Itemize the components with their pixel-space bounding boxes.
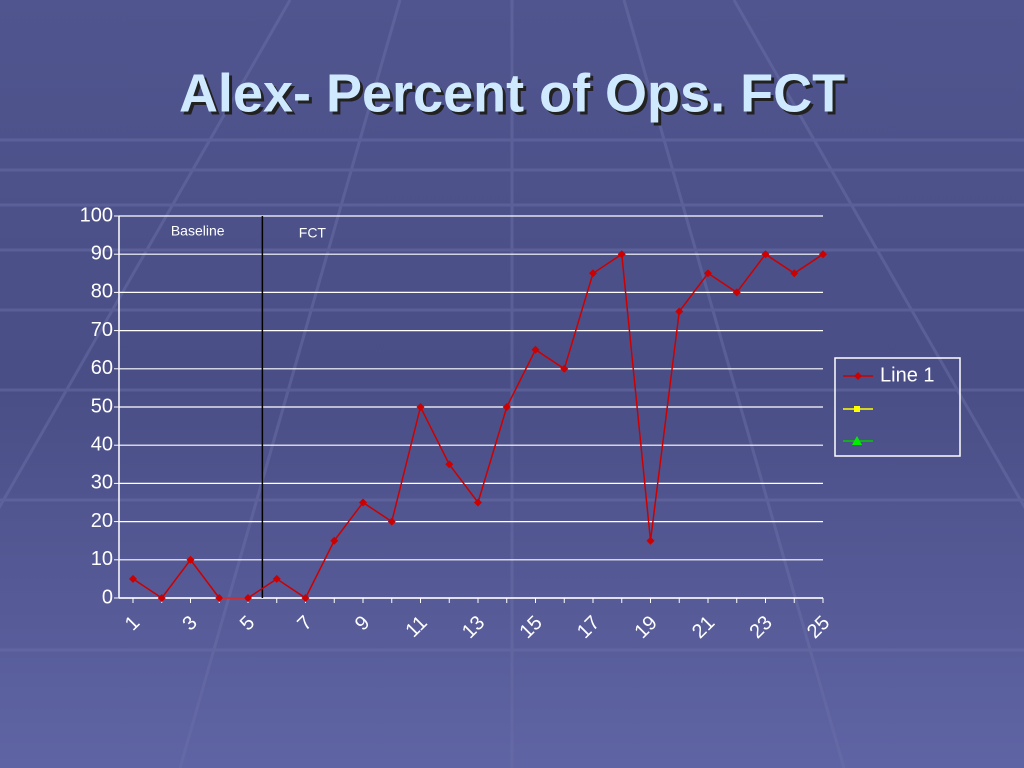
data-point xyxy=(301,594,310,602)
data-point xyxy=(732,288,741,297)
y-tick-label: 80 xyxy=(91,281,113,303)
y-tick-label: 30 xyxy=(91,472,113,494)
y-tick-label: 50 xyxy=(91,395,113,417)
data-point xyxy=(589,269,597,278)
data-point xyxy=(272,574,281,583)
data-point xyxy=(761,250,770,259)
data-point xyxy=(675,307,684,316)
data-point xyxy=(416,403,425,411)
data-point xyxy=(617,250,626,259)
data-point xyxy=(560,364,569,373)
annotation: FCT xyxy=(299,225,327,241)
y-tick-label: 10 xyxy=(91,548,113,570)
legend-label: Line 1 xyxy=(880,364,935,386)
legend-marker xyxy=(854,406,860,412)
data-point xyxy=(704,269,712,278)
y-tick-label: 40 xyxy=(91,433,113,455)
data-point xyxy=(790,269,799,278)
annotation: Baseline xyxy=(171,223,225,239)
y-tick-label: 20 xyxy=(91,510,113,532)
data-point xyxy=(502,403,511,411)
data-point xyxy=(474,498,482,507)
data-point xyxy=(531,345,540,354)
y-tick-label: 60 xyxy=(91,357,113,379)
data-point xyxy=(157,594,166,602)
legend-box xyxy=(834,357,961,457)
chart-title: Alex- Percent of Ops. FCT xyxy=(179,63,845,123)
data-point xyxy=(330,536,339,545)
data-point xyxy=(186,555,195,564)
data-point xyxy=(445,460,454,469)
data-point xyxy=(359,498,367,507)
legend-marker xyxy=(854,372,862,380)
data-point xyxy=(244,594,252,602)
data-point xyxy=(387,517,396,526)
data-point xyxy=(215,594,224,602)
data-point xyxy=(129,574,137,583)
title-shadow: Alex- Percent of Ops. FCT xyxy=(182,66,848,126)
y-tick-label: 100 xyxy=(80,204,113,226)
y-tick-label: 90 xyxy=(91,242,113,264)
legend-marker xyxy=(852,436,862,445)
data-point xyxy=(819,250,827,259)
y-tick-label: 0 xyxy=(102,586,113,608)
data-point xyxy=(646,536,655,545)
y-tick-label: 70 xyxy=(91,319,113,341)
